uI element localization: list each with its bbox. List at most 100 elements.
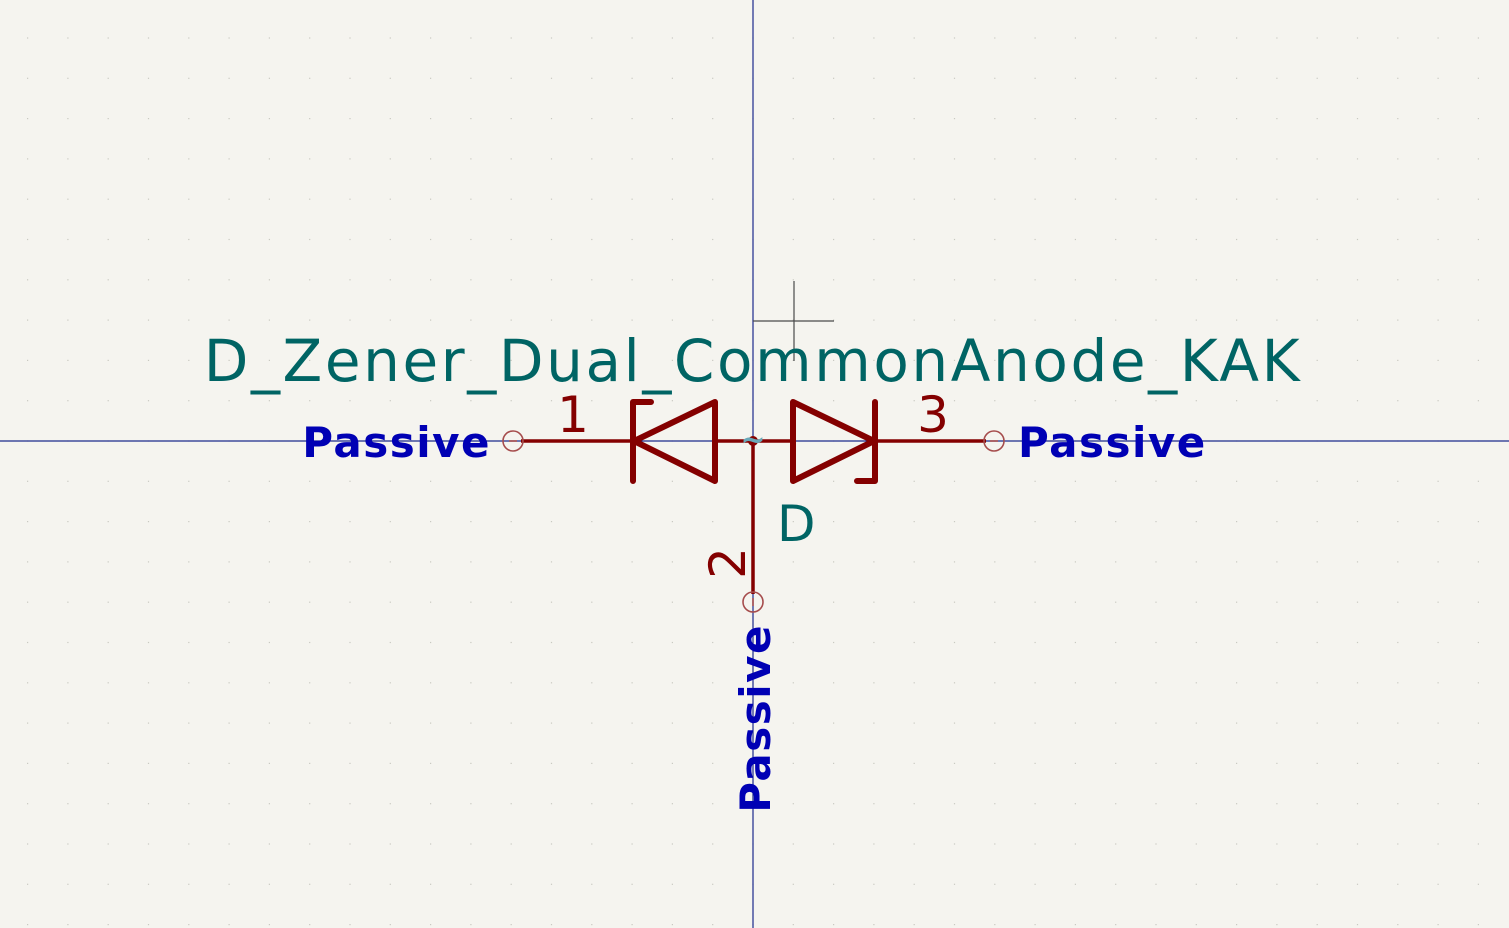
grid-dot [107,359,109,361]
grid-dot [833,521,835,523]
grid-dot [1195,803,1197,805]
grid-dot [953,118,956,120]
grid-dot [107,561,109,563]
grid-dot [833,238,835,241]
grid-dot [671,561,673,563]
grid-dot [712,521,714,523]
grid-dot [591,883,593,885]
grid-dot [591,521,593,523]
grid-dot [228,37,230,39]
grid-dot [1316,118,1318,120]
grid-dot [550,480,553,482]
grid-dot [671,883,673,885]
grid-dot [591,722,593,724]
grid-dot [1115,682,1117,684]
pin-2[interactable] [742,441,764,613]
grid-dot [349,198,351,200]
grid-dot [430,722,432,724]
grid-dot [1316,924,1318,926]
reference-field[interactable]: D [777,495,816,553]
grid-dot [430,682,432,684]
grid-dot [188,883,190,885]
grid-dot [1397,682,1399,684]
grid-dot [67,601,69,603]
grid-dot [1477,803,1479,805]
grid-dot [792,198,794,200]
grid-dot [188,803,190,805]
pin-1[interactable] [502,430,632,452]
grid-dot [430,77,432,79]
grid-dot [1397,77,1399,79]
grid-dot [1236,118,1238,120]
grid-dot [188,359,190,361]
grid-dot [1316,198,1318,200]
grid-dot [470,77,472,79]
grid-dot [1155,803,1157,805]
grid-dot [792,561,794,563]
grid-dot [470,924,472,926]
grid-dot [994,521,996,523]
grid-dot [1034,37,1036,39]
grid-dot [27,924,29,926]
grid-dot [510,158,512,160]
grid-dot [228,843,230,845]
grid-dot [1155,924,1157,926]
grid-dot [1034,400,1036,402]
grid-dot [792,722,794,724]
grid-dot [1115,601,1117,603]
grid-dot [67,77,69,79]
grid-dot [1034,198,1036,200]
grid-dot [1477,319,1479,321]
grid-dot [1316,400,1318,402]
grid-dot [1316,521,1318,523]
grid-dot [1074,319,1076,321]
grid-dot [1356,198,1359,200]
grid-dot [1115,641,1117,644]
grid-dot [953,601,956,603]
pin-3[interactable] [876,430,1005,452]
grid-dot [1195,198,1197,200]
grid-dot [268,198,270,200]
grid-dot [591,118,593,120]
grid-dot [309,279,311,281]
grid-dot [1356,601,1359,603]
grid-dot [1155,722,1157,724]
grid-dot [470,843,472,845]
grid-dot [147,883,150,885]
grid-dot [67,198,69,200]
grid-dot [792,158,794,160]
grid-dot [67,359,69,361]
grid-dot [792,118,794,120]
grid-dot [1195,843,1197,845]
grid-dot [712,803,714,805]
grid-dot [873,762,875,764]
grid-dot [188,319,190,321]
grid-dot [27,198,29,200]
grid-dot [27,238,29,241]
value-field[interactable]: D_Zener_Dual_CommonAnode_KAK [204,327,1303,395]
grid-dot [631,843,633,845]
grid-dot [1397,480,1399,482]
grid-dot [1236,722,1238,724]
grid-dot [833,883,835,885]
grid-dot [913,37,915,39]
grid-dot [1397,641,1399,644]
grid-dot [792,641,794,644]
grid-dot [1034,924,1036,926]
grid-dot [1397,158,1399,160]
grid-dot [27,641,29,644]
grid-dot [1356,238,1359,241]
grid-dot [309,722,311,724]
grid-dot [833,561,835,563]
grid-dot [1034,682,1036,684]
grid-dot [591,682,593,684]
grid-dot [913,77,915,79]
grid-dot [1356,359,1359,361]
grid-dot [349,883,351,885]
grid-dot [470,279,472,281]
grid-dot [1276,118,1278,120]
grid-dot [228,601,230,603]
grid-dot [913,279,915,281]
grid-dot [671,77,673,79]
